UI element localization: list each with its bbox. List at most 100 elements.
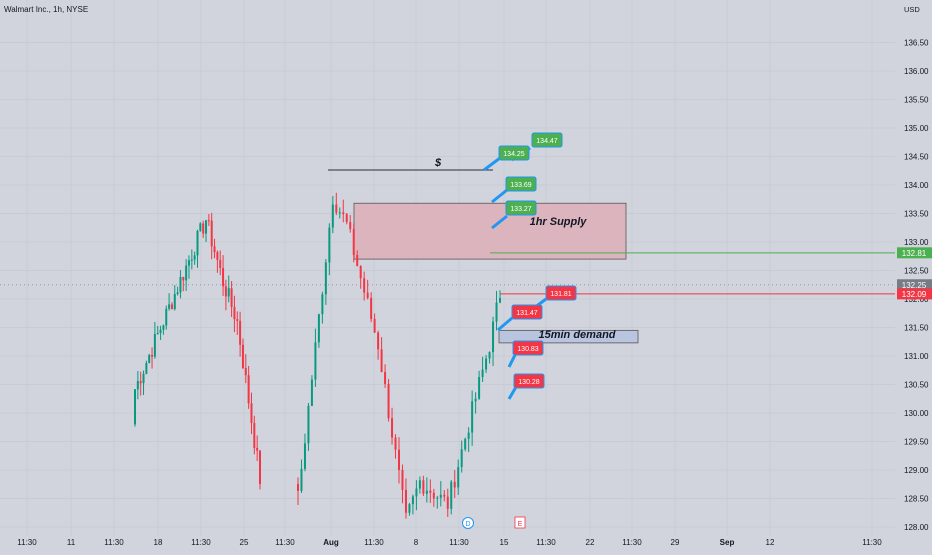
dividend-badge[interactable]: D	[462, 517, 474, 529]
zones	[353, 202, 639, 344]
zone-0	[353, 202, 627, 260]
candle-body	[205, 220, 208, 234]
candle-body	[297, 484, 299, 491]
price-tick-label: 128.50	[904, 495, 929, 504]
candle-body	[398, 449, 400, 470]
time-tick-label: 15	[500, 538, 509, 547]
candle-body	[187, 260, 190, 266]
candle-body	[457, 467, 460, 488]
time-tick-label: 11:30	[536, 538, 556, 547]
price-tick-label: 135.50	[904, 96, 929, 105]
svg-text:134.47: 134.47	[536, 138, 558, 145]
level-marker[interactable]: $	[328, 157, 493, 171]
time-tick-label: 11:30	[862, 538, 882, 547]
zone-1	[498, 329, 639, 344]
candle-body	[168, 304, 171, 309]
callout-131-47[interactable]: 131.47	[497, 304, 543, 332]
candle-body	[230, 288, 233, 307]
time-tick-label: 29	[671, 538, 680, 547]
candle-body	[446, 496, 449, 509]
candle-body	[153, 333, 156, 357]
candle-body	[436, 497, 439, 499]
candle-body	[384, 371, 387, 384]
candle-body	[422, 480, 425, 494]
time-tick-label: 22	[586, 538, 595, 547]
callout-134-25[interactable]: 134.25	[483, 145, 530, 172]
candle-body	[173, 293, 176, 310]
candle-body	[408, 504, 411, 513]
candle-body	[464, 438, 467, 450]
candle-body	[259, 450, 261, 485]
candle-body	[222, 268, 225, 287]
candle-body	[453, 481, 456, 488]
demand-zone-label: 15min demand	[538, 329, 615, 341]
candle-body	[193, 255, 196, 260]
price-axis[interactable]: USD 136.50 136.00 135.50 135.00 134.50 134.00…	[904, 5, 929, 532]
candle-body	[148, 354, 151, 364]
svg-text:D: D	[465, 521, 470, 528]
price-tick-label: 130.00	[904, 409, 929, 418]
candle-body	[485, 358, 488, 370]
svg-text:133.69: 133.69	[510, 182, 532, 189]
svg-text:E: E	[518, 521, 523, 528]
price-tick-label: 132.00	[904, 295, 929, 304]
candle-body	[250, 403, 253, 423]
candle-body	[241, 344, 244, 368]
callout-130-83[interactable]: 130.83	[507, 340, 544, 368]
candle-body	[481, 369, 484, 378]
candle-body	[210, 220, 213, 247]
price-tick-label: 132.50	[904, 267, 929, 276]
candles	[134, 192, 501, 519]
candle-body	[213, 246, 216, 253]
candle-body	[499, 297, 501, 303]
candle-body	[185, 265, 188, 281]
candle-body	[331, 204, 334, 228]
candle-body	[373, 318, 376, 333]
candle-body	[156, 332, 159, 334]
time-tick-label: 8	[414, 538, 419, 547]
candle-body	[391, 418, 394, 438]
price-tick-label: 136.50	[904, 39, 929, 48]
candle-body	[429, 490, 432, 493]
time-axis[interactable]: 11:30 11 11:30 18 11:30 25 11:30 Aug 11:30 8 11:30…	[17, 538, 882, 547]
price-tick-label: 131.00	[904, 352, 929, 361]
candle-body	[190, 259, 193, 261]
time-tick-label: 11:30	[275, 538, 295, 547]
earnings-badge[interactable]: E	[514, 516, 526, 529]
callout-133-27[interactable]: 133.27	[491, 200, 537, 230]
candle-body	[380, 349, 383, 372]
callout-130-28[interactable]: 130.28	[507, 373, 545, 400]
candle-body	[303, 443, 306, 469]
price-tick-label: 128.00	[904, 523, 929, 532]
candle-body	[342, 212, 345, 215]
candle-body	[370, 297, 373, 319]
candle-body	[236, 319, 239, 321]
supply-zone-label: 1hr Supply	[530, 216, 588, 228]
candle-body	[474, 398, 477, 402]
candle-body	[207, 220, 210, 222]
candle-body	[356, 254, 359, 267]
candle-body	[363, 278, 366, 293]
candle-body	[478, 377, 481, 399]
candle-body	[321, 294, 324, 315]
symbol-title: Walmart Inc., 1h, NYSE	[4, 5, 88, 14]
candle-body	[425, 490, 428, 494]
candle-body	[165, 308, 168, 326]
candle-body	[134, 389, 136, 425]
candle-body	[335, 204, 338, 213]
candle-body	[443, 494, 446, 497]
candle-body	[244, 367, 247, 376]
candle-body	[492, 321, 495, 353]
svg-text:133.27: 133.27	[510, 206, 532, 213]
candle-body	[239, 320, 242, 345]
candle-body	[415, 488, 418, 497]
candle-body	[488, 352, 491, 359]
candle-body	[199, 223, 202, 231]
candle-body	[314, 342, 317, 380]
callout-133-69[interactable]: 133.69	[491, 176, 537, 204]
candle-body	[307, 405, 310, 444]
candle-body	[202, 223, 205, 234]
candle-body	[176, 292, 179, 294]
